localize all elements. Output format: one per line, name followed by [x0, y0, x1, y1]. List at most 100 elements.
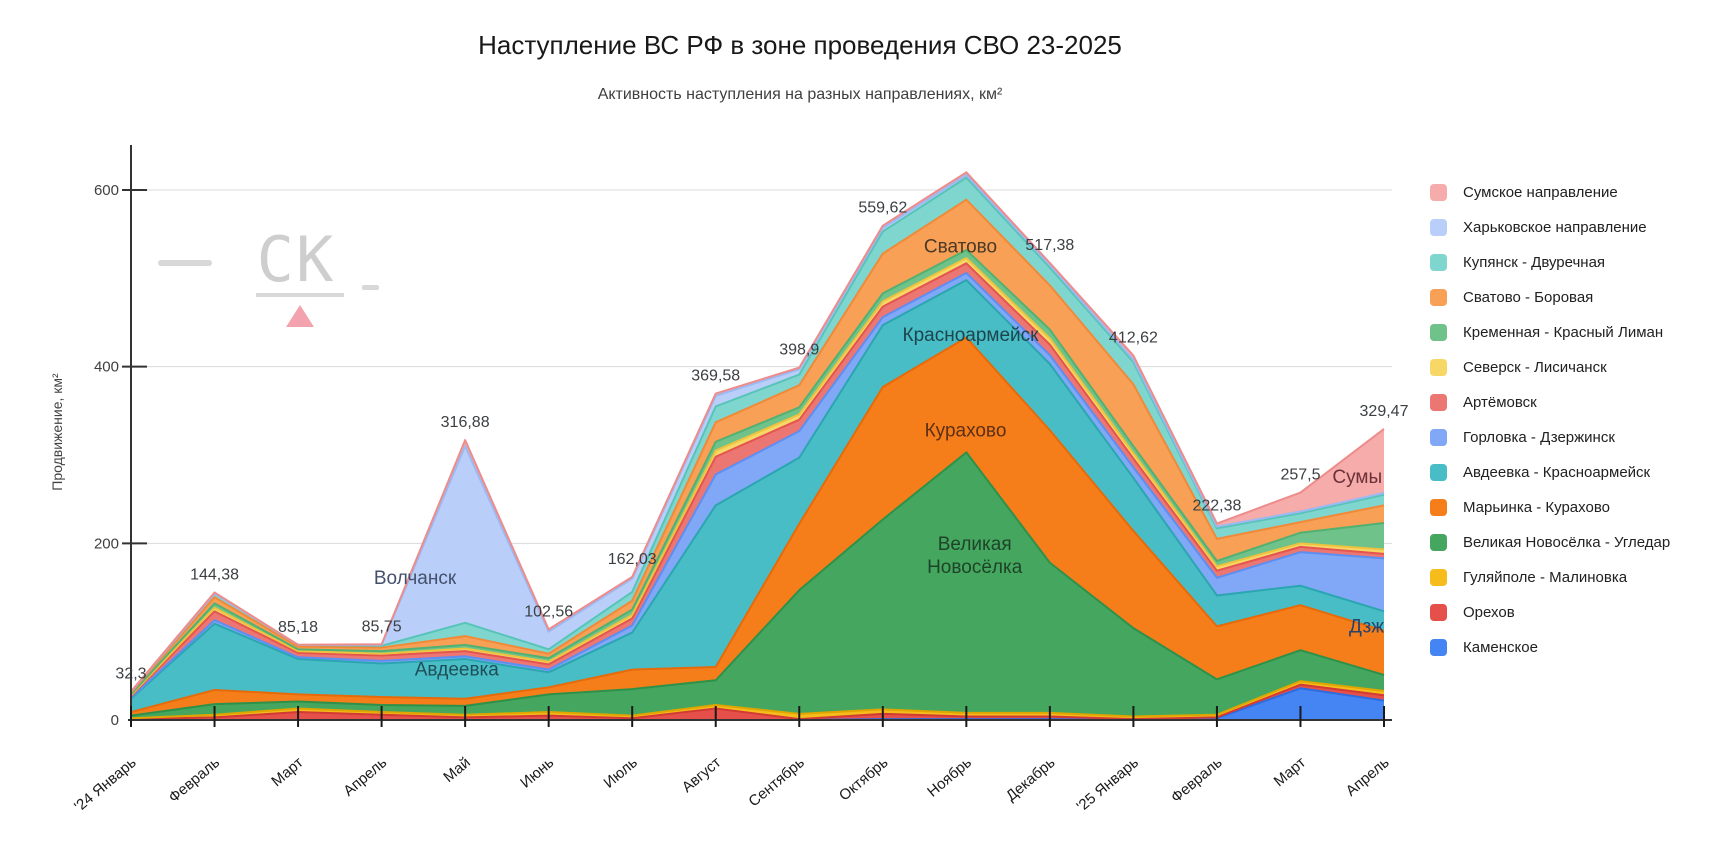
legend-label: Каменское	[1463, 639, 1538, 656]
x-tick-labels: '24 Январь Февраль Март Апрель Май Июнь Июль Ав…	[71, 754, 1393, 815]
svg-text:316,88: 316,88	[441, 414, 490, 431]
legend-item-2: Харьковское направление	[1430, 219, 1670, 236]
legend-item-13: Орехов	[1430, 604, 1670, 621]
svg-text:0: 0	[111, 712, 119, 729]
legend-swatch-icon	[1430, 639, 1447, 656]
legend-swatch-icon	[1430, 394, 1447, 411]
svg-text:144,38: 144,38	[190, 566, 239, 583]
svg-text:329,47: 329,47	[1360, 403, 1409, 420]
svg-text:400: 400	[94, 359, 119, 376]
legend-item-14: Каменское	[1430, 639, 1670, 656]
legend-item-1: Сумское направление	[1430, 184, 1670, 201]
svg-text:Сумы: Сумы	[1332, 467, 1382, 488]
area-2	[131, 174, 1384, 692]
svg-text:Декабрь: Декабрь	[1003, 754, 1059, 805]
svg-text:Июнь: Июнь	[517, 754, 557, 792]
svg-text:Июль: Июль	[601, 754, 641, 792]
legend-swatch-icon	[1430, 499, 1447, 516]
legend-item-9: Авдеевка - Красноармейск	[1430, 464, 1670, 481]
svg-text:Сватово: Сватово	[924, 237, 997, 258]
legend-label: Великая Новосёлка - Угледар	[1463, 534, 1671, 551]
watermark-logo: СК	[158, 223, 379, 327]
svg-text:Сентябрь: Сентябрь	[745, 754, 808, 810]
svg-text:Великая: Великая	[938, 534, 1012, 555]
legend-item-11: Великая Новосёлка - Угледар	[1430, 534, 1670, 551]
legend-label: Сватово - Боровая	[1463, 289, 1594, 306]
data-labels: 32,3 144,38 85,18 85,75 316,88 102,56 162,03 36…	[115, 200, 1408, 683]
svg-text:Февраль: Февраль	[165, 754, 223, 806]
svg-text:Дзж: Дзж	[1349, 616, 1384, 637]
legend-label: Купянск - Двуречная	[1463, 254, 1606, 271]
area-9	[131, 280, 1384, 713]
area-3	[131, 177, 1384, 693]
legend-label: Кременная - Красный Лиман	[1463, 324, 1664, 341]
svg-text:Авдеевка: Авдеевка	[415, 660, 500, 681]
legend-swatch-icon	[1430, 429, 1447, 446]
chart-subtitle: Активность наступления на разных направл…	[597, 86, 1003, 103]
legend-label: Авдеевка - Красноармейск	[1463, 464, 1651, 481]
legend-label: Северск - Лисичанск	[1463, 359, 1607, 376]
area-4	[131, 199, 1384, 695]
legend-swatch-icon	[1430, 569, 1447, 586]
svg-text:200: 200	[94, 535, 119, 552]
legend-item-6: Северск - Лисичанск	[1430, 359, 1670, 376]
legend-swatch-icon	[1430, 359, 1447, 376]
svg-text:Апрель: Апрель	[340, 754, 390, 800]
svg-text:559,62: 559,62	[858, 200, 907, 217]
area-14	[131, 688, 1384, 720]
svg-text:102,56: 102,56	[524, 603, 573, 620]
legend-item-8: Горловка - Дзержинск	[1430, 429, 1670, 446]
area-13	[131, 684, 1384, 720]
legend-swatch-icon	[1430, 534, 1447, 551]
svg-text:Новосёлка: Новосёлка	[927, 557, 1023, 578]
legend-item-4: Сватово - Боровая	[1430, 289, 1670, 306]
svg-text:517,38: 517,38	[1025, 237, 1074, 254]
legend-label: Марьинка - Курахово	[1463, 499, 1610, 516]
svg-text:'24 Январь: '24 Январь	[71, 754, 140, 815]
svg-text:Август: Август	[679, 754, 725, 796]
svg-text:162,03: 162,03	[608, 551, 657, 568]
svg-text:257,5: 257,5	[1280, 467, 1320, 484]
legend-swatch-icon	[1430, 289, 1447, 306]
svg-text:412,62: 412,62	[1109, 330, 1158, 347]
svg-text:Октябрь: Октябрь	[836, 754, 892, 805]
legend-label: Гуляйполе - Малиновка	[1463, 569, 1628, 586]
y-tick-labels: 0 200 400 600	[94, 182, 119, 729]
legend-swatch-icon	[1430, 324, 1447, 341]
legend-swatch-icon	[1430, 254, 1447, 271]
chart-legend: Сумское направление Харьковское направлен…	[1430, 184, 1670, 674]
legend-swatch-icon	[1430, 184, 1447, 201]
legend-item-3: Купянск - Двуречная	[1430, 254, 1670, 271]
legend-label: Горловка - Дзержинск	[1463, 429, 1615, 446]
legend-item-5: Кременная - Красный Лиман	[1430, 324, 1670, 341]
svg-text:398,9: 398,9	[779, 342, 819, 359]
axes	[128, 145, 1392, 727]
legend-label: Сумское направление	[1463, 184, 1618, 201]
svg-text:369,58: 369,58	[691, 368, 740, 385]
legend-item-12: Гуляйполе - Малиновка	[1430, 569, 1670, 586]
svg-text:32,3: 32,3	[115, 665, 146, 682]
svg-text:85,75: 85,75	[362, 618, 402, 635]
svg-text:'25 Январь: '25 Январь	[1073, 754, 1142, 815]
area-5	[131, 250, 1384, 696]
watermark-text: СК	[257, 223, 336, 296]
svg-text:Волчанск: Волчанск	[374, 568, 457, 589]
legend-label: Харьковское направление	[1463, 219, 1647, 236]
svg-text:600: 600	[94, 182, 119, 199]
watermark-triangle-icon	[286, 305, 314, 327]
chart-title: Наступление ВС РФ в зоне проведения СВО …	[478, 30, 1122, 60]
svg-text:222,38: 222,38	[1192, 498, 1241, 515]
legend-label: Орехов	[1463, 604, 1515, 621]
svg-text:Красноармейск: Красноармейск	[903, 325, 1040, 346]
legend-swatch-icon	[1430, 464, 1447, 481]
legend-label: Артёмовск	[1463, 394, 1537, 411]
area-12	[131, 681, 1384, 720]
svg-text:Февраль: Февраль	[1168, 754, 1226, 806]
legend-item-7: Артёмовск	[1430, 394, 1670, 411]
legend-swatch-icon	[1430, 219, 1447, 236]
area-annotations: Волчанск Авдеевка Сватово Красноармейск Кура…	[374, 237, 1384, 681]
svg-text:Курахово: Курахово	[925, 420, 1007, 441]
legend-item-10: Марьинка - Курахово	[1430, 499, 1670, 516]
